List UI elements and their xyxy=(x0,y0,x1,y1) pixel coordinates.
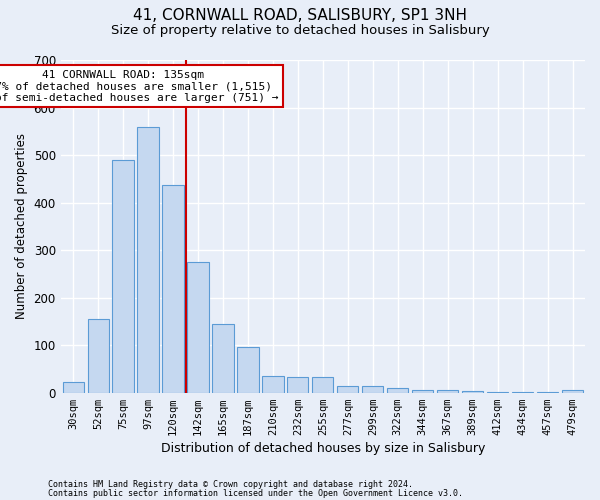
Bar xyxy=(312,378,334,392)
Bar xyxy=(462,391,483,392)
X-axis label: Distribution of detached houses by size in Salisbury: Distribution of detached houses by size … xyxy=(161,442,485,455)
Bar xyxy=(187,262,209,392)
Bar xyxy=(337,386,358,392)
Bar xyxy=(88,319,109,392)
Bar xyxy=(362,386,383,392)
Text: Size of property relative to detached houses in Salisbury: Size of property relative to detached ho… xyxy=(110,24,490,37)
Bar xyxy=(287,377,308,392)
Bar xyxy=(212,324,233,392)
Bar xyxy=(387,388,409,392)
Bar xyxy=(62,382,84,392)
Bar xyxy=(437,390,458,392)
Bar xyxy=(112,160,134,392)
Bar xyxy=(163,184,184,392)
Text: 41, CORNWALL ROAD, SALISBURY, SP1 3NH: 41, CORNWALL ROAD, SALISBURY, SP1 3NH xyxy=(133,8,467,22)
Bar xyxy=(238,346,259,393)
Text: Contains public sector information licensed under the Open Government Licence v3: Contains public sector information licen… xyxy=(48,488,463,498)
Text: Contains HM Land Registry data © Crown copyright and database right 2024.: Contains HM Land Registry data © Crown c… xyxy=(48,480,413,489)
Bar xyxy=(562,390,583,392)
Bar xyxy=(412,390,433,392)
Bar xyxy=(137,128,158,392)
Text: 41 CORNWALL ROAD: 135sqm
← 67% of detached houses are smaller (1,515)
33% of sem: 41 CORNWALL ROAD: 135sqm ← 67% of detach… xyxy=(0,70,278,102)
Y-axis label: Number of detached properties: Number of detached properties xyxy=(15,134,28,320)
Bar xyxy=(262,376,284,392)
